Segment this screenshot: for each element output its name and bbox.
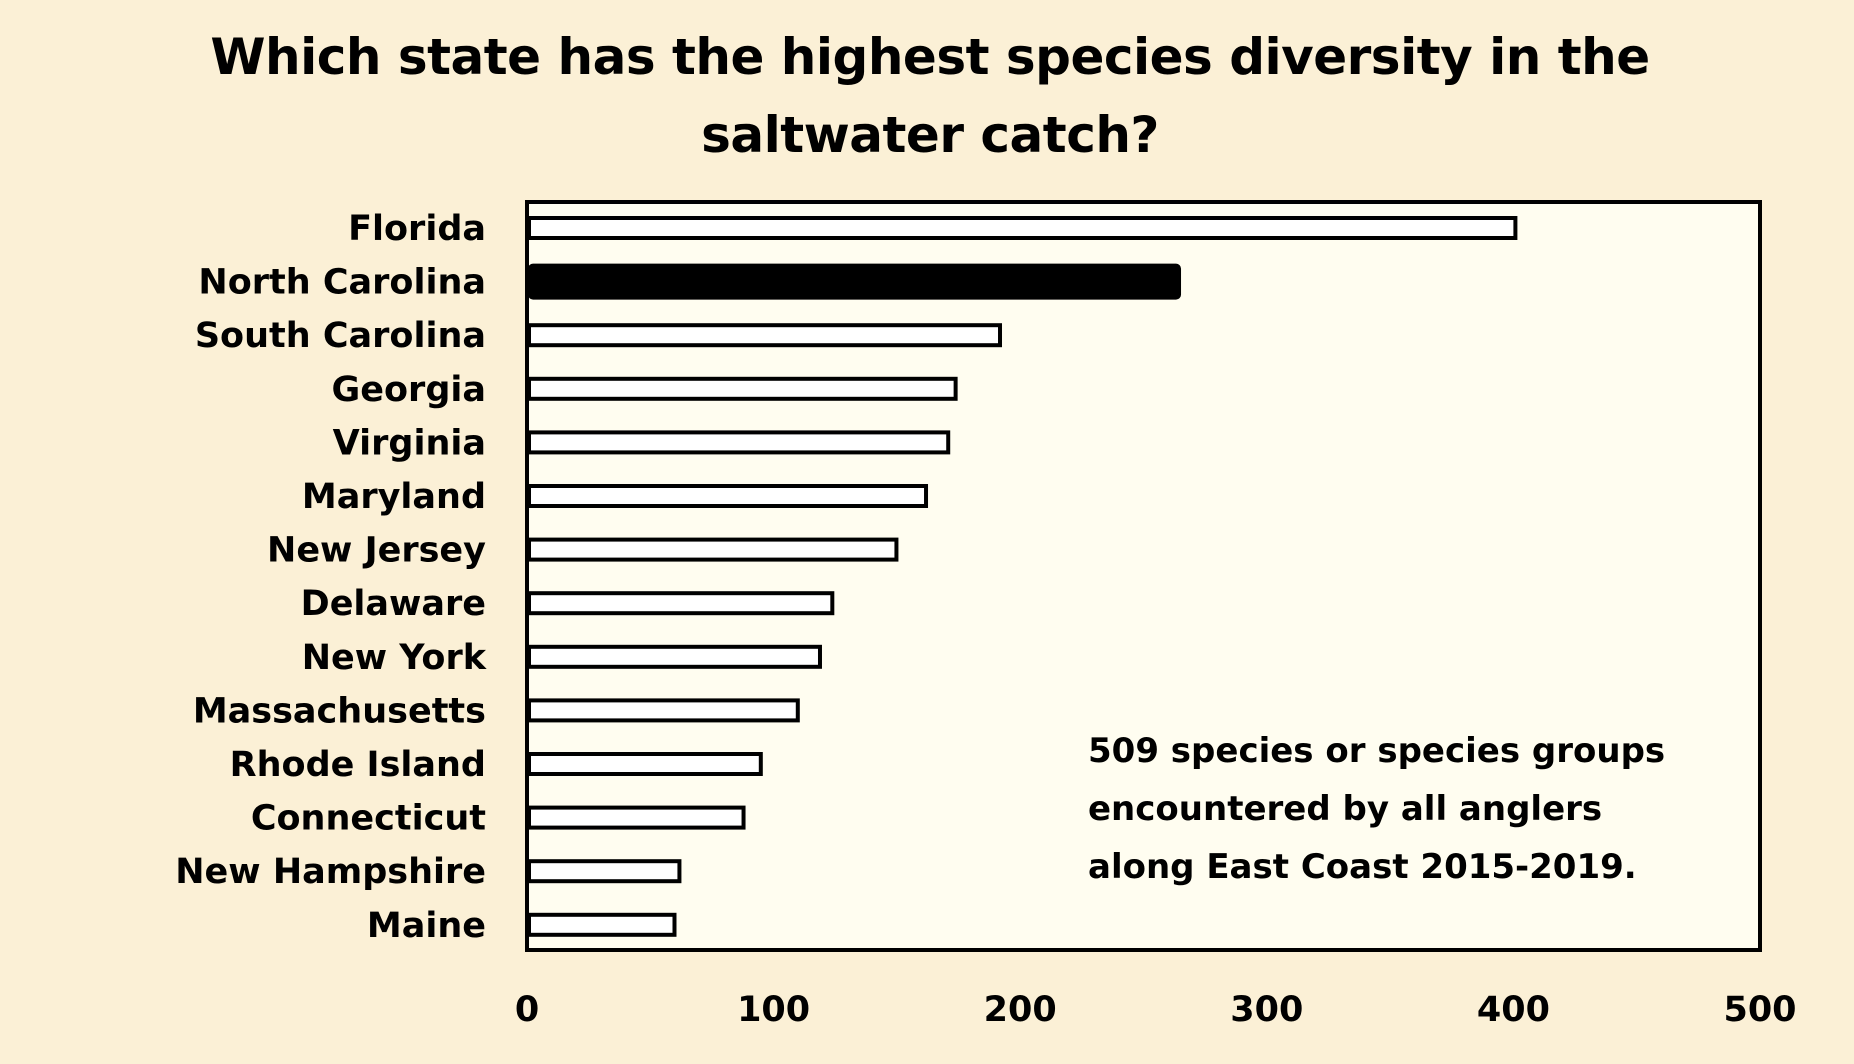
x-tick-label-200: 200	[984, 990, 1057, 1030]
category-label-south-carolina: South Carolina	[195, 316, 486, 356]
category-label-delaware: Delaware	[301, 584, 486, 624]
x-tick-label-100: 100	[737, 990, 810, 1030]
annotation-line-3: along East Coast 2015-2019.	[1088, 847, 1637, 887]
x-tick-labels-group: 0 100 200 300 400 500	[515, 990, 1797, 1030]
chart-title: Which state has the highest species dive…	[180, 18, 1680, 174]
bar-georgia	[527, 376, 958, 401]
bar-florida	[527, 216, 1518, 240]
bar-new-york	[527, 644, 822, 669]
category-label-north-carolina: North Carolina	[198, 263, 486, 303]
category-label-connecticut: Connecticut	[251, 799, 486, 839]
category-label-florida: Florida	[348, 209, 486, 249]
bar-rhode-island	[527, 752, 763, 776]
category-label-rhode-island: Rhode Island	[230, 745, 486, 785]
category-labels-group: Florida North Carolina South Carolina Georg…	[175, 209, 486, 946]
category-label-maryland: Maryland	[302, 477, 486, 517]
annotation: 509 species or species groups encountere…	[1088, 722, 1728, 896]
bar-new-hampshire	[527, 859, 682, 884]
annotation-line-2: encountered by all anglers	[1088, 789, 1603, 829]
chart-title-line-1: Which state has the highest species dive…	[210, 28, 1650, 86]
bars-group	[527, 216, 1518, 937]
chart-title-line-2: saltwater catch?	[701, 106, 1159, 164]
category-label-new-york: New York	[302, 638, 487, 678]
bar-south-carolina	[527, 323, 1003, 348]
bar-new-jersey	[527, 537, 899, 562]
x-tick-label-0: 0	[515, 990, 539, 1030]
x-tick-label-300: 300	[1230, 990, 1303, 1030]
category-label-georgia: Georgia	[332, 370, 486, 410]
bar-connecticut	[527, 805, 746, 830]
x-tick-label-500: 500	[1723, 990, 1796, 1030]
bar-maine	[527, 912, 677, 937]
bar-virginia	[527, 430, 951, 455]
bar-massachusetts	[527, 698, 800, 723]
category-label-massachusetts: Massachusetts	[193, 691, 486, 731]
category-label-new-hampshire: New Hampshire	[175, 852, 486, 892]
x-tick-label-400: 400	[1477, 990, 1550, 1030]
bar-north-carolina	[528, 263, 1182, 300]
category-label-maine: Maine	[367, 906, 486, 946]
bar-maryland	[527, 484, 929, 508]
category-label-virginia: Virginia	[333, 423, 486, 463]
bar-delaware	[527, 591, 835, 616]
category-label-new-jersey: New Jersey	[267, 531, 486, 571]
annotation-line-1: 509 species or species groups	[1088, 731, 1666, 771]
